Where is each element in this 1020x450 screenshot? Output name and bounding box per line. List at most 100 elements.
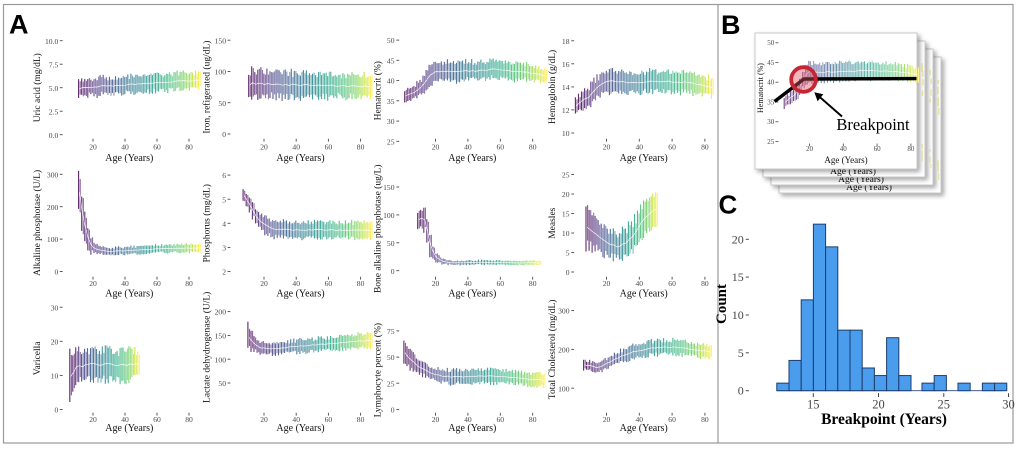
svg-text:14: 14 [562,83,570,92]
svg-text:Age (Years): Age (Years) [276,423,324,434]
svg-text:0: 0 [738,384,744,398]
svg-text:Hemoglobin (g/dL): Hemoglobin (g/dL) [547,50,558,124]
svg-text:Alkaline phosphotase (U/L): Alkaline phosphotase (U/L) [32,170,43,276]
svg-text:0: 0 [55,406,59,415]
svg-text:B: B [721,10,741,40]
svg-text:60: 60 [497,415,505,424]
svg-text:40: 40 [464,279,472,288]
svg-text:Breakpoint (Years): Breakpoint (Years) [821,411,947,428]
svg-text:40: 40 [767,79,775,87]
svg-text:100: 100 [47,235,59,244]
svg-text:60: 60 [668,143,676,152]
svg-text:Varicella: Varicella [33,341,43,376]
svg-text:30: 30 [1002,398,1015,412]
svg-text:20: 20 [89,143,97,152]
svg-text:80: 80 [185,143,193,152]
svg-text:35: 35 [767,98,775,106]
svg-text:Age (Years): Age (Years) [620,289,668,300]
svg-text:30: 30 [51,303,59,312]
svg-text:40: 40 [292,279,300,288]
svg-text:5.0: 5.0 [49,84,59,93]
svg-text:Age (Years): Age (Years) [448,423,496,434]
svg-text:80: 80 [701,143,709,152]
svg-text:Age (Years): Age (Years) [105,153,153,164]
svg-text:20: 20 [732,232,744,246]
svg-text:20: 20 [89,415,97,424]
svg-text:2: 2 [222,268,226,277]
svg-text:0: 0 [566,268,570,277]
svg-text:15: 15 [732,270,744,284]
svg-text:Age (Years): Age (Years) [105,289,153,300]
svg-text:80: 80 [357,279,365,288]
svg-text:40: 40 [121,279,129,288]
svg-text:Bone alkaline phosphotase (ug/: Bone alkaline phosphotase (ug/L) [373,165,384,293]
svg-text:40: 40 [636,143,644,152]
svg-text:60: 60 [153,415,161,424]
svg-text:20: 20 [432,279,440,288]
svg-text:40: 40 [636,415,644,424]
svg-text:Age (Years): Age (Years) [276,289,324,300]
svg-text:12: 12 [562,106,570,115]
svg-text:0: 0 [391,267,395,276]
svg-text:40: 40 [464,415,472,424]
svg-text:80: 80 [357,143,365,152]
svg-text:20: 20 [260,143,268,152]
svg-text:6: 6 [222,171,226,180]
svg-text:150: 150 [215,332,227,341]
svg-text:50: 50 [218,99,226,108]
svg-text:30: 30 [387,117,395,126]
svg-text:2.5: 2.5 [49,107,59,116]
svg-text:C: C [719,190,738,220]
svg-text:80: 80 [701,279,709,288]
svg-text:75: 75 [387,327,395,336]
svg-text:7.5: 7.5 [49,60,59,69]
svg-text:100: 100 [558,384,570,393]
svg-text:Phosphorus (mg/dL): Phosphorus (mg/dL) [202,184,213,262]
svg-text:4: 4 [222,219,226,228]
svg-text:Hematocrit (%): Hematocrit (%) [756,63,765,113]
svg-text:20: 20 [603,279,611,288]
svg-text:Iron, refigerated (ug/dL): Iron, refigerated (ug/dL) [202,41,213,134]
svg-text:20: 20 [51,337,59,346]
svg-text:150: 150 [383,183,395,192]
svg-text:150: 150 [215,36,227,45]
svg-text:40: 40 [121,415,129,424]
svg-text:60: 60 [874,145,882,153]
svg-text:80: 80 [529,143,537,152]
svg-text:15: 15 [562,210,570,219]
svg-text:Lactate dehydrogenase (U/L): Lactate dehydrogenase (U/L) [202,292,213,403]
svg-text:3: 3 [222,244,226,253]
svg-text:20: 20 [806,145,814,153]
svg-text:45: 45 [767,59,775,67]
svg-text:50: 50 [387,353,395,362]
svg-text:0.0: 0.0 [49,131,59,140]
svg-text:0: 0 [55,268,59,277]
svg-text:15: 15 [807,398,820,412]
svg-text:10: 10 [562,129,570,138]
svg-text:45: 45 [387,56,395,65]
svg-text:Age (Years): Age (Years) [830,166,876,177]
svg-text:40: 40 [387,77,395,86]
svg-text:60: 60 [668,415,676,424]
svg-text:50: 50 [218,379,226,388]
svg-text:200: 200 [558,346,570,355]
svg-text:10: 10 [732,308,744,322]
svg-text:20: 20 [260,279,268,288]
svg-text:200: 200 [47,203,59,212]
svg-text:80: 80 [185,415,193,424]
svg-text:25: 25 [562,171,570,180]
svg-text:Hematocrit (%): Hematocrit (%) [373,61,384,120]
svg-text:Lymphocyte percent (%): Lymphocyte percent (%) [373,323,384,417]
svg-text:60: 60 [325,415,333,424]
svg-text:Age (Years): Age (Years) [276,153,324,164]
svg-text:10.0: 10.0 [45,37,58,46]
svg-text:20: 20 [603,143,611,152]
svg-text:Age (Years): Age (Years) [838,174,884,185]
svg-text:Age (Years): Age (Years) [105,423,153,434]
svg-text:10: 10 [51,372,59,381]
svg-text:100: 100 [215,68,227,77]
svg-text:Count: Count [714,284,730,324]
svg-text:60: 60 [668,279,676,288]
svg-text:Age (Years): Age (Years) [846,182,892,193]
svg-text:Age (Years): Age (Years) [620,153,668,164]
